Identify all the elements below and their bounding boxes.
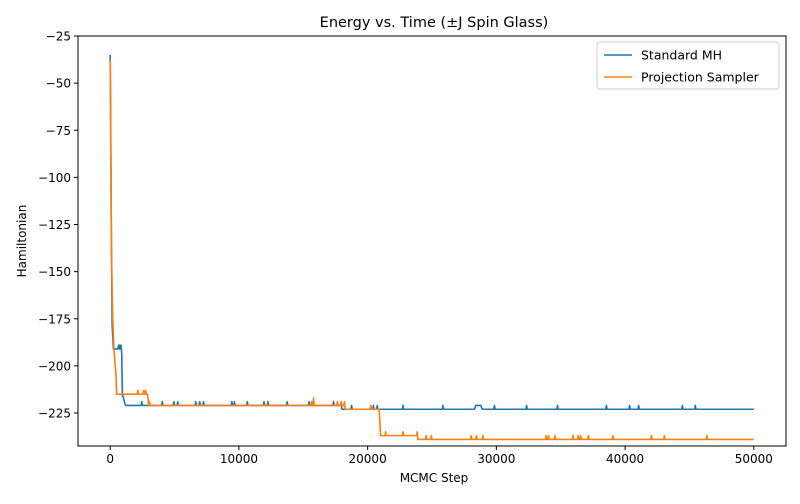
x-tick-label: 50000 [735, 452, 773, 466]
x-tick-label: 0 [106, 452, 114, 466]
y-tick-label: −75 [46, 124, 71, 138]
legend-label-projection-sampler: Projection Sampler [641, 70, 760, 85]
series-line-projection-sampler [109, 60, 754, 441]
y-tick-label: −50 [46, 77, 71, 91]
y-tick-label: −125 [38, 218, 71, 232]
y-tick-label: −100 [38, 171, 71, 185]
y-tick-label: −225 [38, 407, 71, 421]
y-axis-label: Hamiltonian [15, 205, 29, 278]
y-tick-label: −25 [46, 30, 71, 44]
series-group [109, 54, 754, 441]
plot-frame [77, 35, 787, 447]
x-tick-label: 40000 [606, 452, 644, 466]
y-tick-label: −150 [38, 265, 71, 279]
x-axis-label: MCMC Step [400, 471, 469, 485]
y-tick-label: −200 [38, 359, 71, 373]
x-tick-label: 20000 [349, 452, 387, 466]
x-axis: 0 10000 20000 30000 40000 50000 [106, 446, 773, 466]
legend: Standard MH Projection Sampler [596, 41, 780, 90]
y-tick-label: −175 [38, 312, 71, 326]
chart-title: Energy vs. Time (±J Spin Glass) [320, 15, 549, 31]
legend-label-standard-mh: Standard MH [641, 48, 722, 63]
x-tick-label: 30000 [477, 452, 515, 466]
legend-frame [596, 41, 780, 90]
y-axis: −25 −50 −75 −100 −125 −150 −175 −200 −225 [38, 30, 78, 421]
x-tick-label: 10000 [220, 452, 258, 466]
series-line-standard-mh [109, 54, 754, 411]
